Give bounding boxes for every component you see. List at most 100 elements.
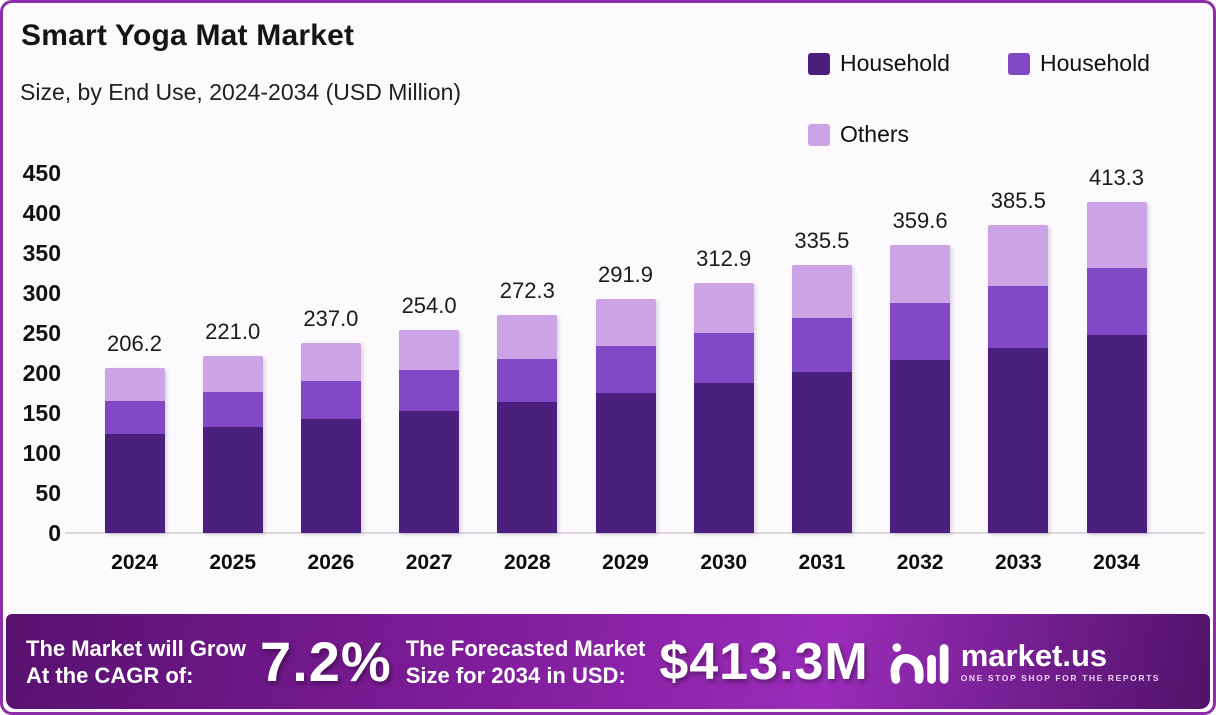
bar-segment-household-1 xyxy=(202,391,263,427)
bar-total-label: 221.0 xyxy=(205,319,261,345)
bar-segment-others-2 xyxy=(104,368,165,402)
bar-segment-others-2 xyxy=(890,245,951,303)
bar-segment-others-2 xyxy=(1086,202,1147,269)
x-axis-label-2033: 2033 xyxy=(994,551,1042,574)
y-tick-label: 300 xyxy=(22,280,61,306)
bar-segment-household-1 xyxy=(988,286,1049,348)
stacked-bar-2028 xyxy=(497,315,558,533)
bar-segment-household-0 xyxy=(890,360,951,533)
cagr-label: The Market will Grow At the CAGR of: xyxy=(26,635,246,689)
x-axis-label-2027: 2027 xyxy=(405,551,453,574)
stacked-bar-2025 xyxy=(202,356,263,533)
bar-total-label: 272.3 xyxy=(499,278,555,304)
bar-segment-household-1 xyxy=(1086,268,1147,335)
stacked-bar-2031 xyxy=(791,264,852,533)
bottom-banner: The Market will Grow At the CAGR of: 7.2… xyxy=(6,614,1210,709)
legend-label: Household xyxy=(840,50,950,76)
bar-segment-household-0 xyxy=(595,392,656,533)
y-tick-label: 0 xyxy=(48,520,61,546)
legend-label: Others xyxy=(840,121,910,147)
y-tick-label: 50 xyxy=(35,480,61,506)
bar-segment-household-1 xyxy=(104,401,165,435)
x-axis-label-2026: 2026 xyxy=(307,551,355,574)
bar-segment-others-2 xyxy=(595,299,656,347)
logo-tagline: ONE STOP SHOP FOR THE REPORTS xyxy=(960,673,1161,683)
stacked-bar-2024 xyxy=(104,368,165,533)
x-axis-label-2029: 2029 xyxy=(602,551,649,574)
logo-text-wrap: market.us ONE STOP SHOP FOR THE REPORTS xyxy=(960,638,1161,684)
bar-segment-others-2 xyxy=(791,264,852,319)
legend-item-others: Others xyxy=(808,121,909,148)
stacked-bar-2026 xyxy=(300,343,361,533)
x-axis-label-2031: 2031 xyxy=(798,551,846,574)
bar-segment-household-1 xyxy=(595,346,656,393)
y-tick-label: 400 xyxy=(22,200,61,226)
bar-segment-others-2 xyxy=(300,343,361,382)
forecast-value: $413.3M xyxy=(659,632,869,691)
forecast-label-line2: Size for 2034 in USD: xyxy=(405,662,626,688)
x-axis-label-2025: 2025 xyxy=(209,551,257,574)
stacked-bar-2030 xyxy=(693,282,754,533)
bar-segment-household-1 xyxy=(300,381,361,420)
bar-total-label: 413.3 xyxy=(1088,165,1145,191)
forecast-label: The Forecasted Market Size for 2034 in U… xyxy=(406,635,646,689)
bar-segment-household-0 xyxy=(399,411,460,533)
bar-total-label: 206.2 xyxy=(106,331,163,357)
bar-segment-household-0 xyxy=(497,402,558,533)
bar-segment-others-2 xyxy=(497,315,558,359)
x-axis-label-2034: 2034 xyxy=(1093,551,1140,574)
bar-total-label: 335.5 xyxy=(794,227,850,253)
bar-total-label: 254.0 xyxy=(401,292,457,318)
bar-segment-household-1 xyxy=(890,302,951,361)
stacked-bar-2027 xyxy=(399,329,460,533)
bar-segment-household-0 xyxy=(300,419,361,533)
legend-swatch-others xyxy=(808,123,830,146)
x-axis-line xyxy=(65,532,1205,534)
cagr-label-line2: At the CAGR of: xyxy=(26,662,194,688)
page-title: Smart Yoga Mat Market xyxy=(21,19,355,52)
x-axis-label-2032: 2032 xyxy=(896,551,944,574)
bar-segment-others-2 xyxy=(693,282,754,333)
bar-segment-household-0 xyxy=(202,426,263,533)
bar-segment-household-1 xyxy=(399,370,460,412)
bar-segment-others-2 xyxy=(988,224,1049,287)
y-tick-label: 250 xyxy=(22,320,61,346)
bar-segment-others-2 xyxy=(399,329,460,371)
y-tick-label: 150 xyxy=(22,400,61,426)
bar-total-label: 359.6 xyxy=(892,208,948,234)
bar-segment-household-1 xyxy=(693,332,754,383)
bar-total-label: 385.5 xyxy=(990,187,1046,213)
bar-total-label: 312.9 xyxy=(696,245,752,271)
bar-segment-household-0 xyxy=(988,347,1049,533)
legend-item-household-mid: Household xyxy=(1008,50,1150,77)
legend-item-household-dark: Household xyxy=(808,50,950,77)
cagr-value: 7.2% xyxy=(260,630,392,693)
cagr-label-line1: The Market will Grow xyxy=(26,635,247,661)
legend-swatch-household-dark xyxy=(808,52,830,75)
stacked-bar-2034 xyxy=(1086,202,1147,533)
stacked-bar-2032 xyxy=(890,245,951,533)
market-us-logo: market.us ONE STOP SHOP FOR THE REPORTS xyxy=(889,635,1160,689)
x-axis-label-2028: 2028 xyxy=(503,551,551,574)
logo-text: market.us xyxy=(960,638,1108,673)
legend-label: Household xyxy=(1040,50,1150,76)
forecast-label-line1: The Forecasted Market xyxy=(405,635,646,661)
bar-segment-household-0 xyxy=(1086,334,1147,533)
page-subtitle: Size, by End Use, 2024-2034 (USD Million… xyxy=(20,79,462,105)
bar-segment-household-0 xyxy=(104,434,165,533)
bar-segment-household-0 xyxy=(693,382,754,533)
x-axis-label-2030: 2030 xyxy=(700,551,748,574)
market-us-logo-icon xyxy=(890,642,949,684)
legend-swatch-household-mid xyxy=(1008,52,1030,75)
bar-segment-others-2 xyxy=(202,356,263,392)
stacked-bar-2029 xyxy=(595,299,656,533)
y-tick-label: 100 xyxy=(22,440,61,466)
bar-segment-household-1 xyxy=(497,358,558,403)
y-tick-label: 350 xyxy=(22,240,61,266)
bar-total-label: 291.9 xyxy=(597,262,654,288)
x-axis-label-2024: 2024 xyxy=(111,551,158,574)
bar-total-label: 237.0 xyxy=(303,306,359,332)
bar-segment-household-0 xyxy=(791,371,852,533)
y-tick-label: 450 xyxy=(22,160,61,186)
